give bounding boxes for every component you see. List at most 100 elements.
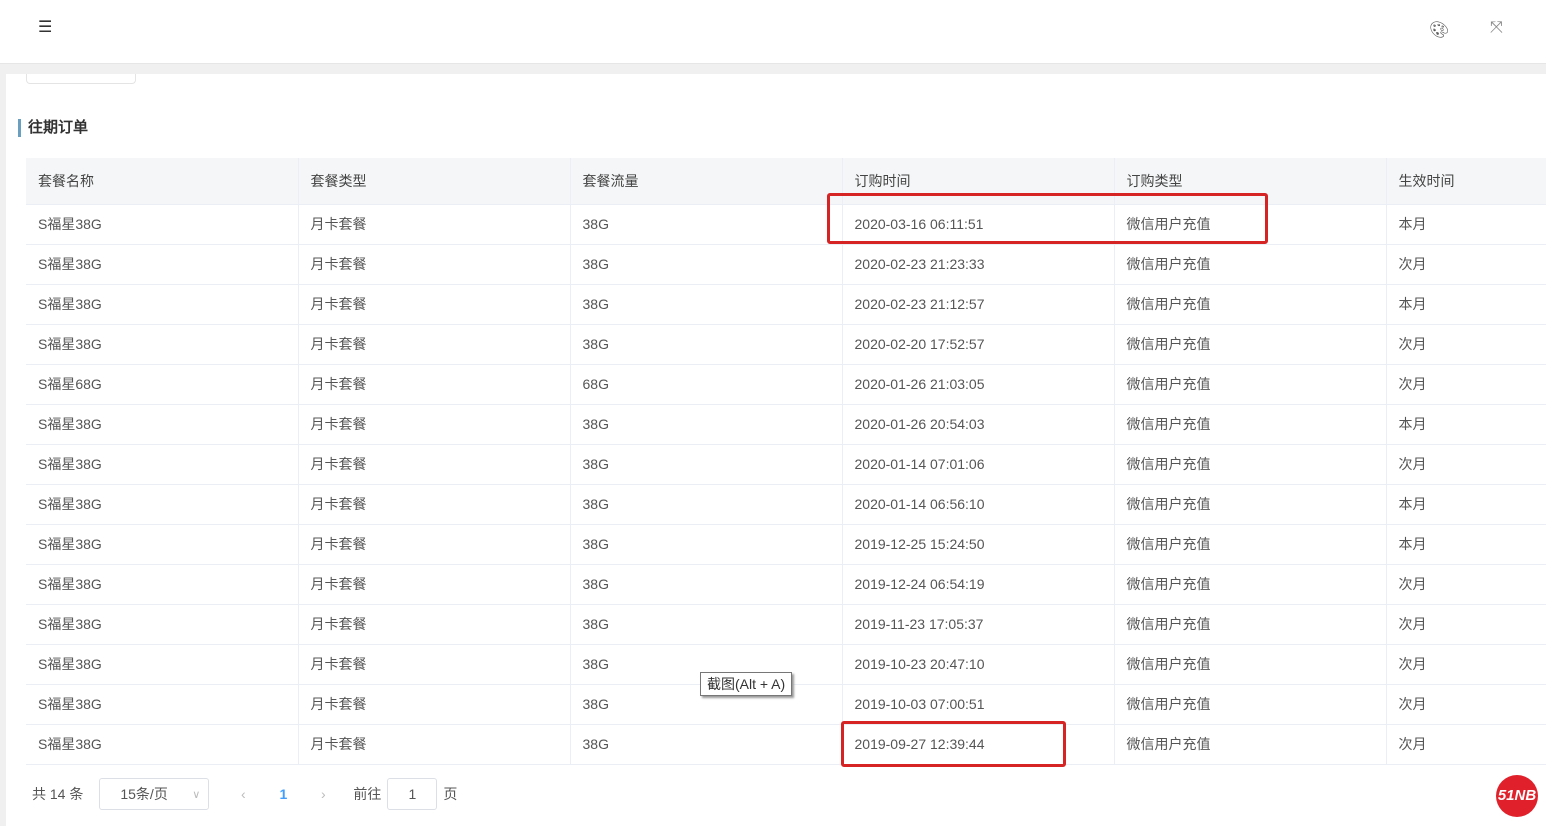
table-row: S福星38G 月卡套餐 38G 2020-01-26 20:54:03 微信用户充值 本月 — [26, 404, 1546, 445]
table-cell: S福星38G — [26, 644, 299, 685]
column-header: 套餐流量 — [570, 158, 843, 205]
page-1-button[interactable]: 1 — [279, 786, 288, 802]
table-cell: 38G — [570, 484, 843, 525]
table-cell: S福星38G — [26, 684, 299, 725]
table-cell: 微信用户充值 — [1114, 324, 1387, 365]
chevron-down-icon: ∨ — [192, 788, 201, 801]
table-row: S福星38G 月卡套餐 38G 2020-03-16 06:11:51 微信用户充值 本月 — [26, 204, 1546, 245]
screenshot-tooltip: 截图(Alt + A) — [700, 672, 793, 696]
table-cell: 38G — [570, 324, 843, 365]
table-cell: 2020-02-23 21:23:33 — [842, 244, 1115, 285]
table-cell: 38G — [570, 524, 843, 565]
table-cell: 月卡套餐 — [298, 324, 571, 365]
goto-label: 前往 — [353, 786, 382, 802]
table-cell: S福星38G — [26, 484, 299, 525]
table-cell: 本月 — [1386, 484, 1546, 525]
table-cell: S福星38G — [26, 244, 299, 285]
table-cell: 月卡套餐 — [298, 444, 571, 485]
table-cell: 38G — [570, 284, 843, 325]
table-cell: 次月 — [1386, 564, 1546, 605]
column-header: 套餐名称 — [26, 158, 299, 205]
table-cell: 2019-11-23 17:05:37 — [842, 604, 1115, 645]
table-cell: 38G — [570, 724, 843, 765]
table-cell: 2020-01-14 06:56:10 — [842, 484, 1115, 525]
menu-fold-icon[interactable]: ☰ — [38, 19, 53, 36]
column-header: 订购类型 — [1114, 158, 1387, 205]
table-cell: 68G — [570, 364, 843, 405]
table-cell: 微信用户充值 — [1114, 724, 1387, 765]
table-cell: 微信用户充值 — [1114, 284, 1387, 325]
goto-page-input[interactable]: 1 — [387, 778, 438, 810]
orders-table: 套餐名称 套餐类型 套餐流量 订购时间 订购类型 生效时间 S福星38G 月卡套餐 38G 20… — [26, 158, 1546, 765]
table-cell: 月卡套餐 — [298, 604, 571, 645]
page-suffix: 页 — [443, 786, 458, 802]
table-cell: 微信用户充值 — [1114, 484, 1387, 525]
table-row: S福星38G 月卡套餐 38G 2019-10-23 20:47:10 微信用户充值 次月 — [26, 644, 1546, 685]
table-cell: 38G — [570, 244, 843, 285]
table-cell: 38G — [570, 604, 843, 645]
tab-stub — [26, 74, 136, 84]
prev-page-button[interactable]: ‹ — [241, 786, 246, 802]
table-cell: 2020-02-20 17:52:57 — [842, 324, 1115, 365]
table-cell: 微信用户充值 — [1114, 244, 1387, 285]
table-cell: 本月 — [1386, 404, 1546, 445]
table-row: S福星38G 月卡套餐 38G 2020-02-20 17:52:57 微信用户充值 次月 — [26, 324, 1546, 365]
next-page-button[interactable]: › — [321, 786, 326, 802]
table-cell: S福星38G — [26, 284, 299, 325]
table-cell: 38G — [570, 564, 843, 605]
table-cell: 微信用户充值 — [1114, 564, 1387, 605]
table-cell: 次月 — [1386, 324, 1546, 365]
table-cell: 月卡套餐 — [298, 484, 571, 525]
pagination: 共 14 条 15条/页 ∨ ‹ 1 › 前往 1 页 — [32, 778, 457, 810]
page-size-select[interactable]: 15条/页 ∨ — [99, 778, 210, 810]
table-cell: 次月 — [1386, 644, 1546, 685]
table-row: S福星38G 月卡套餐 38G 2019-12-25 15:24:50 微信用户充值 本月 — [26, 524, 1546, 565]
table-header: 套餐名称 套餐类型 套餐流量 订购时间 订购类型 生效时间 — [26, 158, 1546, 205]
table-cell: 2019-12-24 06:54:19 — [842, 564, 1115, 605]
table-cell: 次月 — [1386, 724, 1546, 765]
table-cell: 2019-10-03 07:00:51 — [842, 684, 1115, 725]
table-cell: 月卡套餐 — [298, 524, 571, 565]
table-cell: 2020-01-26 20:54:03 — [842, 404, 1115, 445]
table-cell: 月卡套餐 — [298, 244, 571, 285]
table-cell: 2020-02-23 21:12:57 — [842, 284, 1115, 325]
palette-icon[interactable]: 🎨︎ — [1429, 22, 1450, 39]
table-cell: 2019-10-23 20:47:10 — [842, 644, 1115, 685]
fullscreen-icon[interactable]: ⤧ — [1490, 19, 1503, 36]
table-row: S福星38G 月卡套餐 38G 2020-01-14 07:01:06 微信用户充值 次月 — [26, 444, 1546, 485]
table-cell: S福星38G — [26, 404, 299, 445]
table-cell: S福星38G — [26, 524, 299, 565]
table-cell: S福星38G — [26, 564, 299, 605]
table-cell: 2020-01-26 21:03:05 — [842, 364, 1115, 405]
table-cell: S福星38G — [26, 324, 299, 365]
table-row: S福星38G 月卡套餐 38G 2020-02-23 21:12:57 微信用户充值 本月 — [26, 284, 1546, 325]
total-count: 共 14 条 — [32, 786, 84, 802]
table-cell: 38G — [570, 404, 843, 445]
table-cell: 微信用户充值 — [1114, 604, 1387, 645]
table-cell: 次月 — [1386, 444, 1546, 485]
table-cell: 月卡套餐 — [298, 404, 571, 445]
table-row: S福星38G 月卡套餐 38G 2019-12-24 06:54:19 微信用户充值 次月 — [26, 564, 1546, 605]
table-row: S福星38G 月卡套餐 38G 2019-09-27 12:39:44 微信用户充值 次月 — [26, 724, 1546, 765]
highlight-box — [841, 721, 1066, 767]
table-cell: 次月 — [1386, 244, 1546, 285]
table-cell: S福星38G — [26, 724, 299, 765]
table-cell: 微信用户充值 — [1114, 204, 1387, 245]
table-cell: 微信用户充值 — [1114, 644, 1387, 685]
column-header: 订购时间 — [842, 158, 1115, 205]
table-cell: 微信用户充值 — [1114, 364, 1387, 405]
table-cell: 微信用户充值 — [1114, 404, 1387, 445]
table-row: S福星38G 月卡套餐 38G 2019-11-23 17:05:37 微信用户充值 次月 — [26, 604, 1546, 645]
table-cell: 月卡套餐 — [298, 564, 571, 605]
table-cell: 月卡套餐 — [298, 644, 571, 685]
table-cell: 月卡套餐 — [298, 204, 571, 245]
column-header: 生效时间 — [1386, 158, 1546, 205]
table-cell: 2019-09-27 12:39:44 — [842, 724, 1115, 765]
table-cell: S福星38G — [26, 604, 299, 645]
table-cell: 次月 — [1386, 604, 1546, 645]
table-cell: S福星38G — [26, 444, 299, 485]
table-cell: 2020-03-16 06:11:51 — [842, 204, 1115, 245]
table-cell: S福星68G — [26, 364, 299, 405]
table-cell: 微信用户充值 — [1114, 444, 1387, 485]
table-cell: 月卡套餐 — [298, 364, 571, 405]
